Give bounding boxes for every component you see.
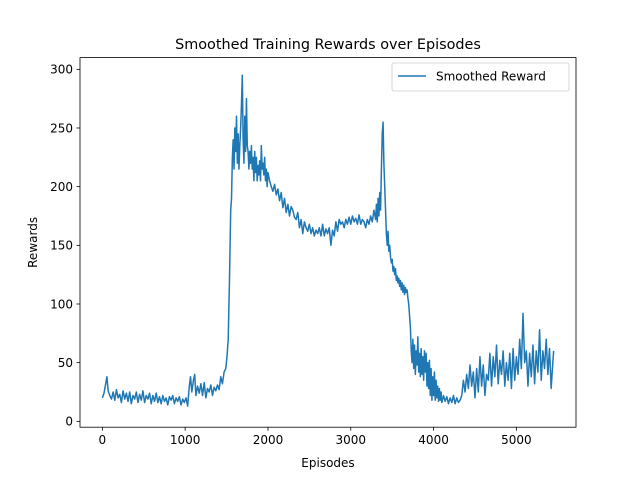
x-tick-label: 2000 [253,433,284,447]
y-tick-label: 250 [50,121,73,135]
x-axis-title: Episodes [301,456,354,470]
legend-label: Smoothed Reward [436,70,546,84]
x-tick-label: 5000 [501,433,532,447]
y-tick-label: 300 [50,63,73,77]
series-layer [101,74,555,407]
x-tick-label: 4000 [418,433,449,447]
x-tick-label: 3000 [335,433,366,447]
y-axis: 0 50 100 150 200 250 300 [50,63,80,429]
y-tick-label: 50 [58,356,73,370]
plot-frame [79,57,577,428]
x-tick-label: 0 [99,433,107,447]
y-tick-label: 0 [65,415,73,429]
y-tick-label: 100 [50,297,73,311]
y-tick-label: 200 [50,180,73,194]
x-axis: 0 1000 2000 3000 4000 5000 [99,427,532,447]
legend: Smoothed Reward [391,62,570,92]
legend-box [391,62,570,92]
chart-title: Smoothed Training Rewards over Episodes [175,37,481,53]
y-tick-label: 150 [50,239,73,253]
x-tick-label: 1000 [170,433,201,447]
y-axis-title: Rewards [26,217,40,268]
series-line-smoothed-reward [101,74,555,407]
